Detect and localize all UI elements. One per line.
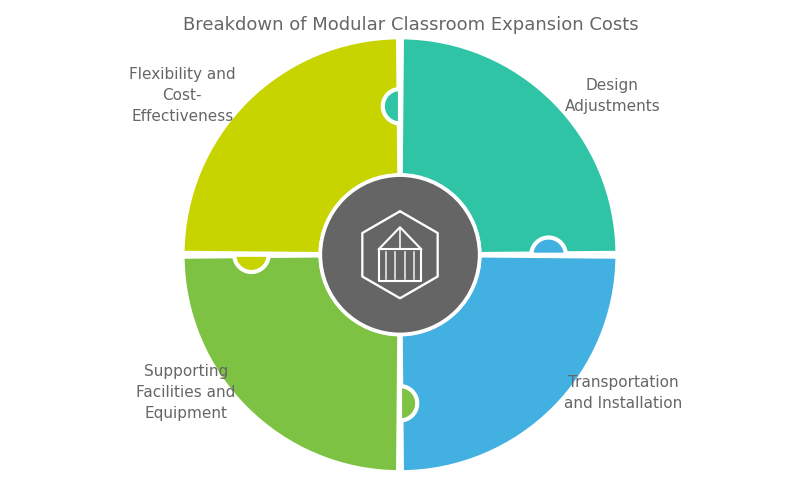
Wedge shape [401,37,618,254]
Polygon shape [400,386,418,421]
Polygon shape [234,255,269,272]
Polygon shape [531,238,566,255]
Text: Breakdown of Modular Classroom Expansion Costs: Breakdown of Modular Classroom Expansion… [182,16,638,34]
Circle shape [321,175,479,334]
Wedge shape [182,37,399,254]
Wedge shape [401,256,618,472]
Text: Transportation
and Installation: Transportation and Installation [565,375,682,411]
Text: Design
Adjustments: Design Adjustments [565,78,660,114]
Polygon shape [382,89,400,124]
Text: Flexibility and
Cost-
Effectiveness: Flexibility and Cost- Effectiveness [129,67,235,124]
Text: Supporting
Facilities and
Equipment: Supporting Facilities and Equipment [136,364,235,421]
Wedge shape [182,256,399,472]
